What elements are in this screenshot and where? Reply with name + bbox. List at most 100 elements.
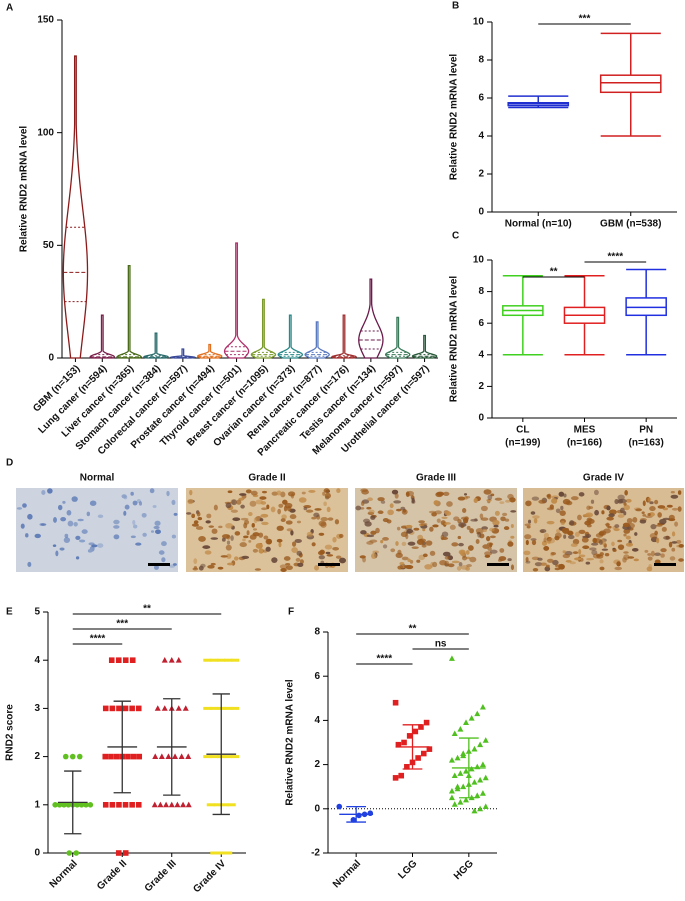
tissue-cell	[660, 553, 665, 558]
tissue-cell	[656, 537, 660, 544]
tissue-cell	[277, 508, 282, 515]
tissue-cell	[158, 550, 165, 555]
significance-label: ****	[377, 654, 393, 665]
point	[224, 706, 233, 710]
tissue-cell	[191, 513, 196, 519]
tissue-cell	[308, 489, 316, 493]
point	[115, 850, 122, 856]
tissue-cell	[236, 499, 242, 505]
tissue-cell	[355, 505, 362, 511]
tissue-cell	[657, 505, 666, 509]
tissue-cell	[473, 497, 478, 504]
tissue-cell	[418, 538, 427, 543]
y-tick-label: 5	[34, 607, 40, 618]
tissue-cell	[469, 556, 477, 563]
tissue-cell	[543, 537, 547, 543]
tissue-cell	[421, 544, 427, 548]
tissue-cell	[401, 509, 408, 515]
point	[122, 657, 129, 663]
tissue-cell	[252, 528, 258, 531]
tissue-cell	[444, 555, 450, 560]
tissue-cell	[525, 500, 532, 507]
tissue-cell	[458, 542, 464, 547]
point	[406, 733, 413, 739]
tissue-cell	[395, 508, 402, 512]
tissue-cell	[221, 534, 230, 539]
violin	[411, 334, 438, 359]
tissue-cell	[338, 533, 344, 538]
tissue-cell	[574, 531, 580, 537]
tissue-cell	[202, 545, 211, 549]
tissue-cell	[604, 552, 610, 557]
tissue-cell	[141, 512, 147, 518]
tissue-cell	[248, 512, 253, 517]
point	[448, 655, 455, 661]
point	[210, 658, 219, 662]
tissue-cell	[400, 531, 408, 537]
tissue-cell	[75, 556, 80, 560]
point	[477, 805, 484, 812]
tissue-cell	[285, 563, 291, 566]
tissue-cell	[532, 515, 540, 519]
tissue-cell	[281, 514, 287, 520]
tissue-cell	[16, 507, 23, 510]
tissue-cell	[318, 555, 326, 560]
tissue-cell	[324, 492, 331, 499]
tissue-cell	[285, 520, 293, 525]
tissue-cell	[510, 564, 515, 571]
tissue-cell	[208, 525, 214, 528]
tissue-cell	[113, 534, 120, 540]
point	[73, 850, 80, 856]
point	[135, 802, 142, 808]
tissue-cell	[486, 536, 491, 542]
point	[122, 850, 129, 856]
point	[122, 802, 129, 808]
tissue-cell	[291, 547, 298, 553]
tissue-cell	[531, 496, 540, 501]
point	[130, 753, 137, 760]
tissue-cell	[586, 557, 595, 561]
tissue-cell	[313, 512, 320, 518]
tissue-cell	[296, 520, 302, 524]
y-axis-title: Relative RND2 mRNA level	[449, 276, 460, 403]
tissue-cell	[34, 533, 41, 539]
point	[468, 714, 475, 721]
tissue-cell	[289, 514, 297, 520]
point	[404, 764, 410, 770]
tissue-cell	[320, 516, 328, 522]
tissue-cell	[411, 546, 419, 549]
tissue-cell	[314, 508, 322, 511]
point	[182, 705, 189, 711]
tissue-cell	[387, 509, 394, 516]
tissue-cell	[612, 548, 617, 552]
tissue-cell	[261, 507, 268, 511]
significance-label: **	[143, 604, 151, 615]
tissue-cell	[534, 562, 543, 567]
box	[599, 74, 662, 94]
y-tick-label: 0	[48, 353, 54, 364]
tissue-cell	[173, 512, 178, 516]
point	[457, 726, 464, 732]
tissue-cell	[624, 490, 628, 496]
tissue-cell	[589, 547, 597, 551]
tissue-cell	[325, 551, 331, 555]
tissue-cell	[276, 538, 283, 543]
point	[168, 657, 175, 663]
point	[471, 779, 478, 785]
tissue-cell	[259, 496, 267, 500]
tissue-cell	[283, 505, 288, 512]
tissue-cell	[604, 523, 611, 526]
tissue-cell	[662, 517, 670, 521]
point	[157, 801, 164, 808]
point	[108, 753, 114, 760]
y-tick-label: 100	[37, 127, 54, 138]
tissue-cell	[623, 502, 627, 506]
tissue-cell	[475, 538, 480, 544]
tissue-cell	[89, 500, 97, 506]
y-tick-label: 8	[478, 286, 484, 297]
point	[224, 755, 233, 759]
y-tick-label: 6	[478, 318, 484, 329]
tissue-cell	[678, 543, 684, 548]
tissue-cell	[647, 556, 653, 561]
tissue-cell	[451, 542, 459, 547]
